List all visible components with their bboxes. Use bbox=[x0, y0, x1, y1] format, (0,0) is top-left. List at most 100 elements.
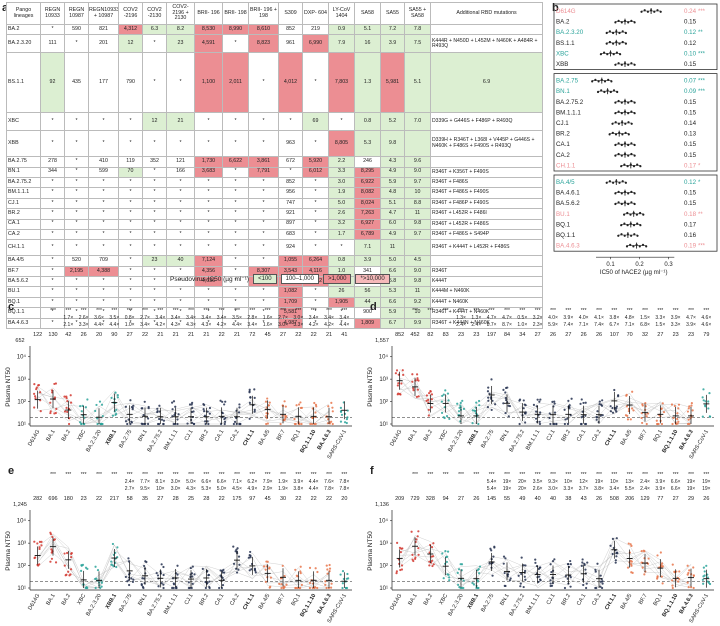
ic50-cell: 672 bbox=[278, 156, 303, 168]
panel-b-lineage: BA.2.3.20 bbox=[556, 29, 584, 36]
panel-b-point bbox=[608, 133, 611, 136]
nt-data-point bbox=[67, 422, 71, 426]
nt-fold-top: 7.6× bbox=[324, 479, 334, 485]
nt-data-point bbox=[326, 568, 329, 571]
nt-gm-label: 107 bbox=[610, 332, 619, 338]
nt-data-point bbox=[425, 394, 429, 397]
nt-sig-mark: *** bbox=[96, 308, 102, 314]
nt-fold-top: 3.3× bbox=[655, 315, 665, 321]
panel-b-lineage: CA.1 bbox=[556, 141, 570, 148]
nt-data-point bbox=[595, 586, 598, 590]
panel-b-point bbox=[629, 213, 632, 216]
nt-data-point bbox=[283, 574, 286, 578]
ic50-mutations: R346T + K444N + N460K bbox=[430, 317, 543, 330]
panel-b-point bbox=[621, 133, 624, 136]
ic50-cell: * bbox=[142, 166, 167, 178]
ic50-col-header: BRII- 196 bbox=[194, 2, 223, 25]
panel-b-point bbox=[632, 165, 636, 168]
nt-data-point bbox=[124, 405, 127, 408]
ic50-cell: 12 bbox=[118, 34, 143, 54]
nt-data-point bbox=[414, 557, 417, 560]
nt-data-point bbox=[69, 568, 73, 571]
nt-sig-mark: *** bbox=[295, 308, 301, 314]
nt-data-point bbox=[203, 414, 207, 417]
nt-data-point bbox=[701, 415, 704, 418]
panel-b-point bbox=[594, 78, 597, 81]
nt-data-point bbox=[417, 553, 420, 556]
nt-data-point bbox=[581, 561, 584, 564]
nt-data-point bbox=[416, 535, 419, 538]
nt-data-point bbox=[632, 409, 635, 412]
nt-data-point bbox=[445, 415, 449, 418]
panel-b-point bbox=[630, 99, 633, 103]
nt-data-point bbox=[472, 583, 476, 586]
nt-data-point bbox=[33, 392, 36, 395]
ic50-cell: * bbox=[222, 130, 249, 158]
panel-b-point bbox=[623, 152, 627, 156]
nt-data-point bbox=[401, 369, 404, 372]
ic50-cell: * bbox=[248, 218, 279, 230]
nt-data-point bbox=[160, 582, 163, 585]
nt-data-point bbox=[300, 422, 303, 426]
nt-data-point bbox=[191, 401, 194, 404]
nt-fold-top: 3.5× bbox=[533, 479, 543, 485]
nt-data-point bbox=[156, 574, 160, 577]
nt-sig-mark: *** bbox=[280, 308, 286, 314]
nt-gm-label: 40 bbox=[535, 496, 541, 502]
ic50-cell: 6,927 bbox=[354, 218, 381, 230]
nt-sig-mark: *** bbox=[443, 472, 449, 478]
ic50-cell: 3.9 bbox=[354, 255, 381, 267]
nt-data-point bbox=[207, 422, 210, 426]
panel-b-lineage: BU.1 bbox=[556, 211, 570, 218]
nt-data-point bbox=[486, 390, 490, 393]
nt-ymax-label: 1,245 bbox=[13, 502, 27, 508]
nt-data-point bbox=[70, 552, 73, 556]
nt-data-point bbox=[538, 575, 541, 578]
nt-data-point bbox=[142, 564, 146, 568]
nt-data-point bbox=[330, 582, 333, 585]
panel-b-sig: *** bbox=[698, 79, 706, 85]
ic50-cell: 6,012 bbox=[302, 166, 329, 178]
nt-xtick-label: BA.1 bbox=[407, 429, 418, 443]
nt-data-point bbox=[523, 569, 527, 573]
nt-data-point bbox=[116, 394, 119, 397]
nt-data-point bbox=[38, 546, 41, 549]
nt-fold-top: 2.7× bbox=[278, 315, 288, 321]
ic50-cell: * bbox=[40, 255, 65, 267]
panel-b-point bbox=[615, 40, 618, 44]
nt-fold-top: 6.6× bbox=[671, 479, 681, 485]
panel-b-point bbox=[615, 51, 618, 54]
nt-data-point bbox=[601, 582, 604, 585]
nt-data-point bbox=[100, 422, 103, 426]
nt-data-point bbox=[415, 373, 419, 376]
nt-fold-top: 1.7× bbox=[63, 315, 73, 321]
panel-b-point bbox=[612, 181, 615, 184]
panel-b-point bbox=[617, 142, 620, 145]
nt-data-point bbox=[331, 406, 334, 409]
nt-data-point bbox=[339, 420, 343, 423]
nt-data-point bbox=[630, 544, 633, 547]
nt-xtick-label: D614G bbox=[389, 429, 403, 447]
ic50-cell: * bbox=[194, 112, 223, 132]
panel-b-sig: *** bbox=[698, 9, 706, 15]
ic50-cell: 5.1 bbox=[404, 52, 431, 114]
ic50-cell: 5.3 bbox=[380, 286, 405, 298]
nt-data-point bbox=[504, 398, 508, 402]
nt-sig-mark: *** bbox=[203, 472, 209, 478]
nt-data-point bbox=[236, 547, 239, 550]
nt-data-point bbox=[551, 559, 555, 563]
nt-data-point bbox=[248, 417, 251, 420]
ic50-cell: 10 bbox=[404, 187, 431, 199]
ic50-cell: * bbox=[194, 187, 223, 199]
panel-b-point bbox=[623, 19, 627, 22]
ic50-row: BR.2 * * * * * * * * * 921 * 2.6 7,263 4.7 11 R346T + L4… bbox=[6, 208, 543, 220]
nt-data-point bbox=[156, 407, 159, 410]
nt-data-point bbox=[647, 557, 650, 560]
ic50-lineage: BF.7 bbox=[6, 265, 41, 278]
nt-data-point bbox=[569, 585, 572, 588]
nt-gm-label: 26 bbox=[596, 496, 602, 502]
panel-b-point bbox=[611, 122, 614, 125]
nt-data-point bbox=[631, 571, 634, 575]
ic50-cell: * bbox=[88, 228, 119, 241]
nt-data-point bbox=[339, 573, 342, 576]
